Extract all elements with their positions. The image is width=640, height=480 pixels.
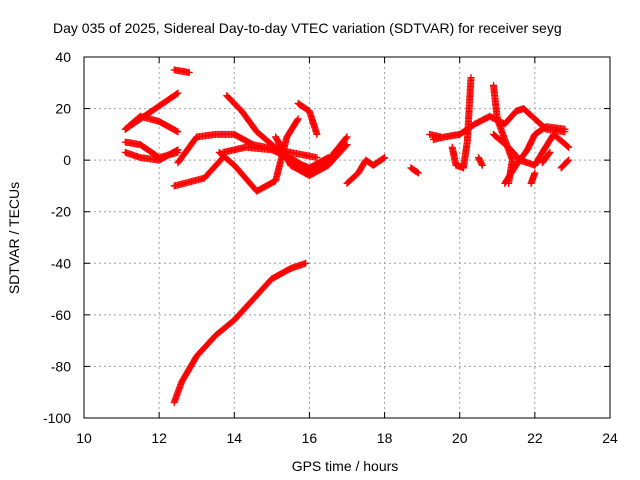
series-track-19 [501,123,569,187]
x-tick-label: 10 [76,430,92,446]
data-point [413,168,421,176]
data-point [565,143,573,151]
data-markers [121,66,573,407]
series-track-14 [170,259,310,407]
data-point [174,89,182,97]
series-track-6 [170,154,227,190]
data-point [561,125,569,133]
series-track-22 [538,148,554,167]
y-tick-label: -40 [51,255,71,271]
y-tick-label: -20 [51,204,71,220]
y-tick-label: 20 [55,101,71,117]
y-tick-label: -80 [51,358,71,374]
data-point [379,154,387,162]
x-tick-label: 24 [602,430,618,446]
x-tick-label: 18 [377,430,393,446]
series-track-4 [121,146,182,164]
data-point [545,150,553,158]
data-point [185,68,193,76]
plot-frame [83,56,611,419]
grid [84,57,610,418]
data-point [302,259,310,267]
data-point [342,142,350,150]
x-tick-label: 14 [226,430,242,446]
data-point [437,133,445,141]
y-tick-label: -60 [51,307,71,323]
series-track-13 [343,154,389,187]
x-tick-label: 20 [452,430,468,446]
data-point [343,133,351,141]
series-track-20 [490,130,573,169]
series-track-11 [294,99,321,138]
chart-title: Day 035 of 2025, Sidereal Day-to-day VTE… [53,20,562,36]
series-track-12 [170,66,193,76]
x-axis-label: GPS time / hours [292,458,399,474]
data-point [343,141,351,149]
data-point [342,134,350,142]
data-point [564,142,572,150]
data-point [564,157,572,165]
data-point [174,146,182,154]
y-tick-label: 0 [63,152,71,168]
data-point [173,147,181,155]
data-point [381,154,389,162]
data-point [565,156,573,164]
series-track-21 [527,169,539,187]
data-point [313,130,321,138]
series-track-17 [448,74,475,172]
series-track-23 [557,156,573,172]
data-point [174,128,182,136]
x-tick-label: 12 [151,430,167,446]
y-axis-label: SDTVAR / TECUs [6,182,22,294]
series-track-25 [426,130,445,141]
data-point [313,154,321,162]
y-tick-label: 40 [55,49,71,65]
data-point [173,127,181,135]
y-tick-label: -100 [43,410,71,426]
series-track-2 [121,112,182,136]
series-track-10 [272,133,351,180]
data-point [294,115,302,123]
x-tick-label: 16 [302,430,318,446]
data-point [173,90,181,98]
series-track-15 [407,164,422,177]
data-point [546,148,554,156]
series-track-24 [475,154,486,169]
data-point [293,116,301,124]
axis-ticks: 10 12 14 16 18 20 22 24 -100 -80 -60 -40 -20 0 20 40 [43,49,618,446]
data-point [467,74,475,82]
data-point [531,169,539,177]
data-point [414,169,422,177]
x-tick-label: 22 [527,430,543,446]
data-point [478,161,486,169]
